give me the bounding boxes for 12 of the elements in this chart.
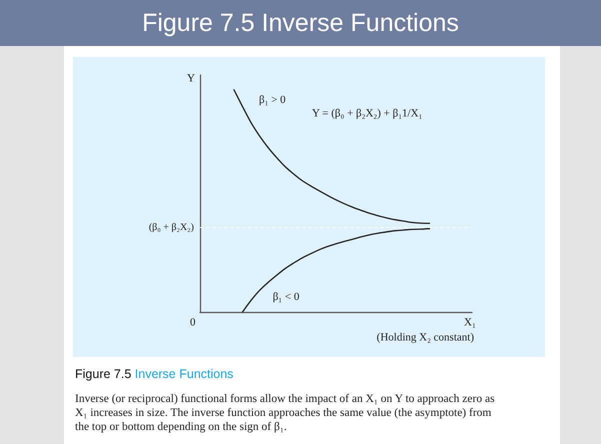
chart-title: Figure 7.5 Inverse Functions xyxy=(0,0,601,46)
text: (Holding X₂ constant) xyxy=(376,332,474,344)
x-axis-title: X₁ xyxy=(464,316,476,328)
y-axis-title: Y xyxy=(187,72,195,84)
series-label: β₁ < 0 xyxy=(272,290,300,303)
caption: Figure 7.5 xyxy=(75,367,132,381)
text: Inverse Functions xyxy=(134,367,234,381)
annotation: Y = (β₀ + β₂X₂) + β₁1/X₁ xyxy=(312,108,423,120)
text: Inverse (or reciprocal) functional forms allow the impact of an X₁ on Y to approach zero as X₁ increases in size. The inverse function approaches the same value (the asymptote) from the top or bottom depending on the sign of β₁. xyxy=(75,392,496,434)
series-label: β₁ > 0 xyxy=(259,94,286,106)
ref-line-label: (β₀ + β₂X₂) xyxy=(148,222,194,234)
text: 0 xyxy=(190,316,196,328)
